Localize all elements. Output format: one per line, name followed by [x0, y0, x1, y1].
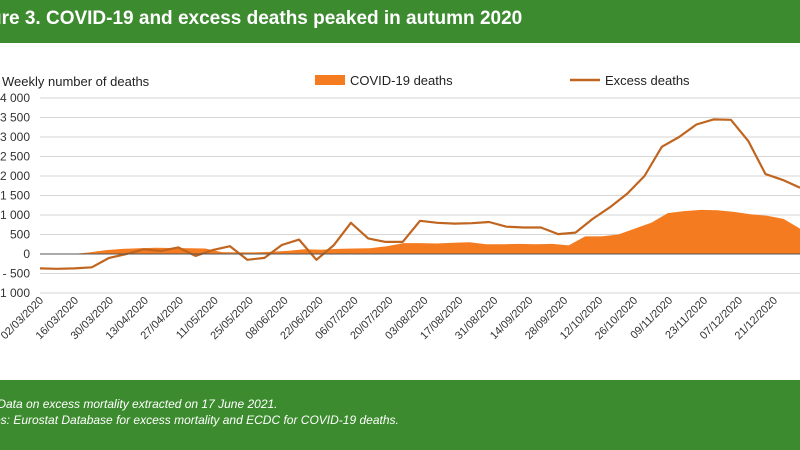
legend-label-excess: Excess deaths — [605, 73, 690, 88]
y-tick-label: 3 500 — [0, 111, 30, 125]
figure-title: ure 3. COVID-19 and excess deaths peaked… — [0, 8, 523, 29]
legend-label-covid: COVID-19 deaths — [350, 73, 453, 88]
y-tick-label: 0 — [23, 247, 30, 261]
legend: COVID-19 deaths Excess deaths — [315, 73, 690, 88]
legend-swatch-covid — [315, 75, 345, 85]
excess-deaths-line — [39, 118, 800, 270]
figure-footer: e: Data on excess mortality extracted on… — [0, 380, 800, 450]
y-axis-label: Weekly number of deaths — [2, 74, 150, 89]
y-tick-label: 500 — [10, 228, 30, 242]
y-tick-label: 1 500 — [0, 189, 30, 203]
figure-header: ure 3. COVID-19 and excess deaths peaked… — [0, 0, 800, 43]
chart-area: 1 000 - 500 0 500 1 000 1 500 2 000 2 500 3 000 3… — [0, 43, 800, 380]
y-tick-label: 2 500 — [0, 150, 30, 164]
y-tick-label: 1 000 — [0, 286, 30, 300]
y-tick-label: 4 000 — [0, 91, 30, 105]
data-note: e: Data on excess mortality extracted on… — [0, 397, 278, 411]
sources-note: rces: Eurostat Database for excess morta… — [0, 413, 399, 427]
chart-svg: 1 000 - 500 0 500 1 000 1 500 2 000 2 500 3 000 3… — [0, 73, 800, 342]
y-tick-label: - 500 — [3, 267, 31, 281]
y-tick-label: 1 000 — [0, 208, 30, 222]
y-tick-label: 2 000 — [0, 169, 30, 183]
y-tick-label: 3 000 — [0, 130, 30, 144]
covid-deaths-area — [40, 209, 800, 254]
